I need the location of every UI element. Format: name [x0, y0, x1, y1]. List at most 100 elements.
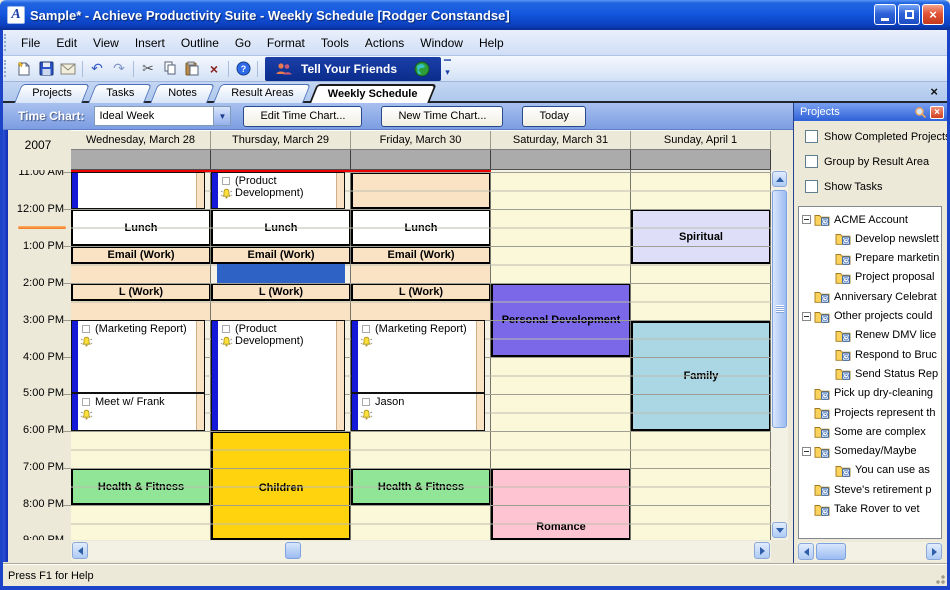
tree-item[interactable]: Project proposal — [823, 269, 935, 286]
category-block[interactable]: Email (Work) — [351, 246, 491, 264]
timechart-zone[interactable] — [71, 301, 211, 320]
maximize-button[interactable] — [898, 4, 920, 25]
category-block[interactable]: Health & Fitness — [71, 468, 211, 505]
tree-item[interactable]: Take Rover to vet — [802, 501, 920, 518]
appointment[interactable]: (Product Development) — [211, 172, 345, 209]
pin-icon[interactable] — [914, 106, 927, 119]
scroll-right-button[interactable] — [926, 543, 942, 560]
category-block[interactable]: Children — [211, 431, 351, 540]
selected-time-slot[interactable] — [217, 264, 345, 283]
today-button[interactable]: Today — [522, 105, 586, 127]
chevron-down-icon[interactable]: ▼ — [213, 107, 231, 125]
category-block[interactable]: L (Work) — [351, 283, 491, 301]
tree-item[interactable]: Some are complex — [802, 423, 926, 440]
scroll-up-button[interactable] — [772, 171, 787, 187]
task-checkbox[interactable] — [222, 177, 230, 185]
category-block[interactable]: Lunch — [211, 209, 351, 246]
checkbox-box[interactable] — [805, 155, 818, 168]
tell-your-friends-button[interactable]: Tell Your Friends — [265, 56, 442, 81]
appointment[interactable]: (Product Development) — [211, 320, 345, 431]
tree-expander-icon[interactable] — [802, 446, 811, 456]
category-block[interactable]: Health & Fitness — [351, 468, 491, 505]
cut-icon[interactable]: ✂ — [142, 60, 154, 76]
appointment[interactable]: Jason — [351, 393, 485, 431]
category-block[interactable] — [351, 172, 491, 209]
tree-item[interactable]: Send Status Rep — [823, 365, 938, 382]
category-block[interactable]: Romance — [491, 468, 631, 540]
tree-item[interactable]: Other projects could — [802, 308, 932, 325]
category-block[interactable]: L (Work) — [71, 283, 211, 301]
category-block[interactable]: Email (Work) — [211, 246, 351, 264]
appointment[interactable] — [71, 172, 205, 209]
tree-item[interactable]: Prepare marketin — [823, 250, 939, 267]
tree-item[interactable]: Renew DMV lice — [823, 327, 936, 344]
category-block[interactable]: Lunch — [351, 209, 491, 246]
tab-tasks[interactable]: Tasks — [87, 84, 152, 103]
timechart-zone[interactable] — [71, 431, 211, 468]
tab-notes[interactable]: Notes — [150, 84, 215, 103]
scroll-right-button[interactable] — [754, 542, 770, 559]
menu-item-edit[interactable]: Edit — [56, 35, 78, 50]
category-block[interactable]: Family — [631, 321, 771, 431]
vertical-scroll-thumb[interactable] — [772, 190, 787, 428]
calendar-vertical-scrollbar[interactable] — [771, 170, 788, 540]
calendar-horizontal-scrollbar[interactable] — [71, 541, 771, 561]
menu-item-tools[interactable]: Tools — [320, 35, 349, 50]
minimize-button[interactable] — [874, 4, 896, 25]
checkbox-show-tasks[interactable]: Show Tasks — [805, 180, 883, 193]
category-block[interactable]: L (Work) — [211, 283, 351, 301]
menu-item-actions[interactable]: Actions — [364, 35, 405, 50]
category-block[interactable]: Spiritual — [631, 209, 771, 264]
help-icon[interactable]: ? — [232, 59, 254, 79]
tree-item[interactable]: Respond to Bruc — [823, 346, 937, 363]
delete-icon[interactable]: × — [209, 60, 219, 77]
panel-horizontal-scrollbar[interactable] — [798, 542, 942, 561]
close-button[interactable]: × — [922, 4, 944, 25]
tree-item[interactable]: Pick up dry-cleaning — [802, 385, 933, 402]
scroll-left-button[interactable] — [798, 543, 814, 560]
scroll-left-button[interactable] — [72, 542, 88, 559]
tab-close-icon[interactable]: × — [930, 84, 938, 99]
category-block[interactable]: Email (Work) — [71, 246, 211, 264]
timechart-zone[interactable] — [351, 264, 491, 283]
timechart-zone[interactable] — [351, 431, 491, 468]
category-block[interactable]: Personal Development — [491, 283, 631, 357]
timechart-zone[interactable] — [71, 264, 211, 283]
menu-item-go[interactable]: Go — [234, 35, 251, 50]
tree-expander-icon[interactable] — [802, 215, 811, 224]
undo-icon[interactable]: ↶ — [91, 60, 103, 76]
menu-item-file[interactable]: File — [21, 35, 41, 50]
task-checkbox[interactable] — [222, 325, 230, 333]
redo-icon[interactable]: ↷ — [113, 60, 125, 76]
task-checkbox[interactable] — [362, 398, 370, 406]
task-checkbox[interactable] — [362, 325, 370, 333]
appointment[interactable]: (Marketing Report) — [71, 320, 205, 393]
menu-item-format[interactable]: Format — [266, 35, 305, 50]
save-icon[interactable] — [35, 59, 57, 79]
horizontal-scroll-thumb[interactable] — [285, 542, 301, 559]
new-document-icon[interactable] — [13, 59, 35, 79]
scroll-down-button[interactable] — [772, 522, 787, 538]
tree-item[interactable]: ACME Account — [802, 211, 908, 228]
resize-grip[interactable] — [933, 572, 945, 584]
tree-item[interactable]: You can use as — [823, 462, 930, 479]
new-time-chart-button[interactable]: New Time Chart... — [381, 105, 504, 127]
appointment[interactable]: Meet w/ Frank — [71, 393, 205, 431]
toolbar-overflow-icon[interactable]: ▔ ▾ — [444, 59, 451, 77]
tab-weekly-schedule[interactable]: Weekly Schedule — [309, 84, 437, 103]
tree-item[interactable]: Anniversary Celebrat — [802, 288, 937, 305]
appointment[interactable]: (Marketing Report) — [351, 320, 485, 393]
timechart-dropdown[interactable]: Ideal Week ▼ — [94, 106, 232, 126]
category-block[interactable]: Lunch — [71, 209, 211, 246]
menu-item-insert[interactable]: Insert — [134, 35, 165, 50]
tree-item[interactable]: Someday/Maybe — [802, 443, 917, 460]
tab-result-areas[interactable]: Result Areas — [212, 84, 311, 103]
tree-expander-icon[interactable] — [802, 311, 811, 321]
paste-icon[interactable] — [181, 59, 203, 79]
timechart-zone[interactable] — [71, 505, 211, 540]
task-checkbox[interactable] — [82, 398, 90, 406]
checkbox-show-completed-projects[interactable]: Show Completed Projects — [805, 130, 950, 143]
menu-item-window[interactable]: Window — [420, 35, 463, 50]
checkbox-group-by-result-area[interactable]: Group by Result Area — [805, 155, 929, 168]
toolbar-grip[interactable] — [4, 59, 9, 78]
